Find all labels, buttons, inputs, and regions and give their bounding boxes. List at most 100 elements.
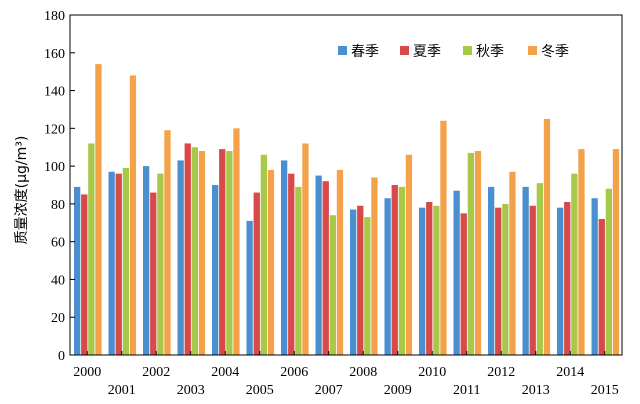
bar-2013-s2 [536, 183, 543, 355]
bar-2011-s3 [474, 151, 482, 355]
bar-2005-s3 [267, 169, 275, 355]
x-tick-label: 2015 [591, 383, 619, 398]
bar-2008-s2 [364, 217, 371, 355]
y-tick-label: 100 [44, 160, 65, 175]
bar-2007-s1 [322, 181, 329, 355]
x-tick-label: 2004 [211, 365, 239, 380]
x-tick-label: 2001 [108, 383, 136, 398]
bar-2012-s0 [488, 186, 495, 355]
bar-2012-s2 [502, 203, 509, 355]
bar-2002-s2 [157, 173, 164, 355]
y-tick-label: 80 [51, 198, 65, 213]
x-tick-label: 2008 [349, 365, 377, 380]
bar-2003-s1 [184, 143, 191, 355]
legend-swatch-s0 [338, 46, 347, 55]
x-tick-label: 2013 [522, 383, 550, 398]
bar-2010-s1 [426, 202, 433, 355]
bar-2009-s0 [384, 198, 391, 355]
bar-2004-s3 [233, 128, 240, 355]
bar-2001-s1 [115, 173, 122, 355]
x-tick-label: 2000 [73, 365, 101, 380]
plot-frame [69, 14, 623, 356]
bar-2011-s0 [453, 190, 460, 355]
bar-2010-s3 [440, 120, 447, 355]
x-tick-label: 2014 [556, 365, 584, 380]
y-tick-label: 20 [51, 311, 65, 326]
legend: 春季 夏季 秋季 冬季 [338, 44, 569, 60]
bar-2007-s2 [329, 215, 336, 355]
x-tick-label: 2010 [418, 365, 446, 380]
legend-swatch-s3 [528, 46, 537, 55]
bar-2002-s1 [150, 192, 157, 355]
x-tick-label: 2009 [384, 383, 412, 398]
bar-2006-s3 [302, 143, 309, 355]
bar-2013-s0 [522, 186, 529, 355]
legend-label-s2: 秋季 [476, 44, 504, 60]
bar-2013-s1 [529, 205, 536, 355]
bar-2003-s2 [191, 147, 198, 355]
x-tick-label: 2006 [280, 365, 308, 380]
bar-2002-s0 [143, 166, 150, 355]
bar-2014-s1 [564, 202, 571, 355]
bar-2004-s1 [219, 149, 226, 355]
x-tick-label: 2007 [315, 383, 343, 398]
bar-2009-s2 [398, 186, 405, 355]
bar-2014-s0 [557, 207, 564, 355]
bar-2011-s1 [460, 213, 467, 355]
bar-2015-s0 [591, 198, 598, 355]
bar-2012-s3 [509, 171, 516, 355]
bar-2006-s1 [288, 173, 295, 355]
bar-2001-s0 [108, 171, 115, 355]
legend-label-s1: 夏季 [413, 44, 441, 60]
y-tick-label: 140 [44, 85, 65, 100]
bar-2014-s2 [571, 173, 578, 355]
bar-2007-s0 [315, 175, 322, 355]
bar-2003-s3 [198, 151, 206, 355]
bar-2005-s0 [246, 220, 253, 355]
bar-2010-s2 [433, 205, 440, 355]
legend-swatch-s2 [463, 46, 472, 55]
bar-2004-s2 [226, 151, 233, 355]
x-tick-label: 2003 [177, 383, 205, 398]
y-tick-label: 0 [58, 349, 65, 364]
y-tick-label: 40 [51, 273, 65, 288]
legend-label-s3: 冬季 [541, 44, 569, 60]
x-tick-label: 2005 [246, 383, 274, 398]
bar-2011-s2 [467, 152, 474, 355]
bar-2006-s2 [295, 186, 302, 355]
bar-2004-s0 [212, 185, 219, 355]
bar-2012-s1 [495, 207, 502, 355]
bar-2002-s3 [164, 130, 171, 355]
bar-2008-s0 [350, 209, 357, 355]
bar-2000-s2 [88, 143, 95, 355]
bar-2013-s3 [543, 118, 551, 355]
y-tick-label: 180 [44, 9, 65, 24]
x-tick-label: 2011 [453, 383, 480, 398]
bar-2005-s1 [253, 192, 260, 355]
bar-2010-s0 [419, 207, 426, 355]
bar-2009-s1 [391, 185, 398, 355]
bar-2000-s0 [74, 186, 81, 355]
axes: 0 20 40 60 80 100 120 140 160 180 2000 2001 2002 2003… [44, 9, 623, 398]
x-tick-label: 2002 [142, 365, 170, 380]
bar-2014-s3 [578, 149, 585, 355]
y-tick-label: 60 [51, 236, 65, 251]
bar-2006-s0 [281, 160, 288, 355]
y-tick-label: 120 [44, 122, 65, 137]
bar-2000-s1 [81, 194, 88, 355]
legend-label-s0: 春季 [351, 44, 379, 60]
bar-2008-s1 [357, 205, 364, 355]
y-tick-label: 160 [44, 47, 65, 62]
bar-2015-s1 [598, 219, 605, 355]
bar-2008-s3 [371, 177, 378, 355]
bar-2003-s0 [177, 160, 184, 355]
legend-swatch-s1 [400, 46, 409, 55]
plot-area [74, 64, 620, 356]
bar-2015-s3 [612, 149, 620, 355]
bar-2000-s3 [95, 64, 102, 356]
y-axis-title: 质量浓度(μg/m³) [14, 136, 30, 245]
bar-2009-s3 [405, 154, 413, 355]
x-tick-label: 2012 [487, 365, 515, 380]
bar-2015-s2 [605, 188, 612, 355]
